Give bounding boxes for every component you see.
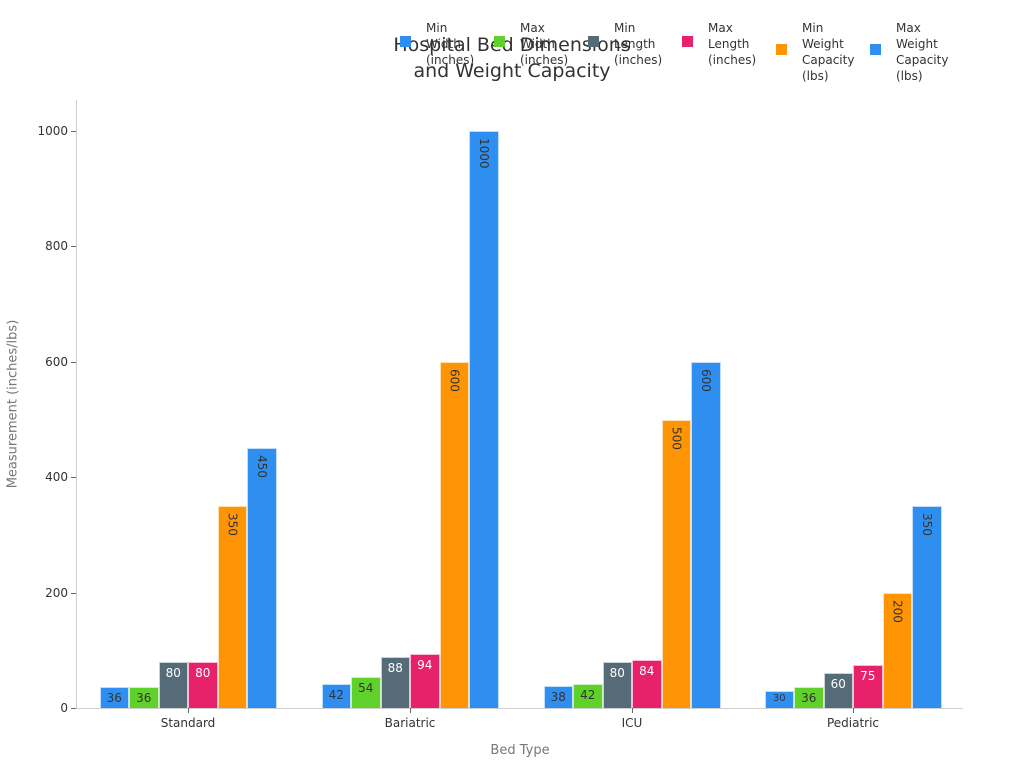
- x-axis-title: Bed Type: [490, 743, 550, 758]
- legend-swatch-icon: [776, 44, 787, 55]
- y-tick-mark: [71, 246, 76, 248]
- x-tick: Standard: [128, 708, 248, 730]
- bar[interactable]: 80: [602, 661, 632, 708]
- bar-value-label: 75: [860, 668, 876, 683]
- y-tick: 400: [0, 470, 76, 484]
- bar-value-label: 38: [550, 690, 566, 705]
- x-axis-line: [76, 708, 963, 709]
- x-tick-label: Standard: [160, 716, 216, 730]
- bar[interactable]: 500: [661, 419, 691, 708]
- bar-value-label: 42: [328, 687, 344, 702]
- bar-value-label: 36: [106, 691, 122, 706]
- x-tick-mark: [852, 708, 854, 713]
- bar-value-label: 42: [580, 687, 596, 702]
- bar[interactable]: 36: [129, 687, 159, 708]
- legend-swatch-icon: [400, 36, 411, 47]
- legend-label: Max Weight Capacity (lbs): [896, 21, 949, 83]
- y-axis-line: [76, 100, 77, 708]
- bar[interactable]: 200: [882, 592, 912, 708]
- chart-title-line-2: and Weight Capacity: [413, 60, 611, 82]
- bar-value-label: 600: [447, 368, 462, 392]
- x-tick-mark: [409, 708, 411, 713]
- bar-value-label: 1000: [476, 138, 491, 169]
- bar[interactable]: 42: [321, 683, 351, 708]
- x-tick: Pediatric: [793, 708, 913, 730]
- bar[interactable]: 450: [247, 448, 277, 708]
- bar-value-label: 80: [609, 665, 625, 680]
- bar[interactable]: 94: [410, 653, 440, 708]
- bar-value-label: 84: [639, 663, 655, 678]
- bar[interactable]: 600: [439, 361, 469, 708]
- x-tick-mark: [187, 708, 189, 713]
- y-tick-label: 800: [45, 239, 68, 254]
- bar[interactable]: 54: [351, 676, 381, 708]
- y-tick-label: 0: [60, 701, 68, 715]
- x-tick-label: ICU: [621, 716, 643, 730]
- bar[interactable]: 36: [99, 687, 129, 708]
- bar-value-label: 60: [830, 677, 846, 692]
- bar-value-label: 36: [136, 691, 152, 706]
- chart-title-line-1: Hospital Bed Dimensions: [393, 34, 631, 56]
- bar-value-label: 600: [698, 368, 713, 392]
- y-tick: 1000: [0, 124, 76, 138]
- x-tick: Bariatric: [350, 708, 470, 730]
- x-tick-mark: [631, 708, 633, 713]
- bar[interactable]: 600: [691, 361, 721, 708]
- legend-label: Min Width (inches): [426, 21, 475, 67]
- y-tick: 800: [0, 239, 76, 253]
- legend-swatch-icon: [588, 36, 599, 47]
- y-tick-label: 1000: [37, 124, 68, 138]
- y-tick: 200: [0, 586, 76, 600]
- y-tick-mark: [71, 131, 76, 132]
- bar[interactable]: 30: [764, 690, 794, 708]
- x-tick-label: Bariatric: [384, 716, 436, 730]
- bar[interactable]: 1000: [469, 131, 499, 708]
- chart-title: Hospital Bed Dimensions and Weight Capac…: [330, 32, 694, 84]
- x-tick-label: Pediatric: [826, 716, 880, 730]
- legend-label: Min Length (inches): [614, 21, 663, 67]
- bar[interactable]: 84: [632, 659, 662, 708]
- bar-value-label: 80: [165, 665, 181, 680]
- legend-swatch-icon: [870, 44, 881, 55]
- y-tick-mark: [71, 592, 76, 594]
- bar-value-label: 94: [417, 657, 433, 672]
- bar[interactable]: 38: [543, 686, 573, 708]
- bar-value-label: 88: [387, 661, 403, 676]
- y-tick-label: 600: [45, 354, 68, 369]
- y-tick-label: 200: [45, 585, 68, 600]
- bar-value-label: 350: [225, 513, 240, 536]
- y-tick-mark: [71, 361, 76, 363]
- legend-swatch-icon: [494, 36, 505, 47]
- bar[interactable]: 80: [158, 661, 188, 708]
- bar-value-label: 500: [669, 426, 684, 450]
- bar-value-label: 36: [801, 691, 817, 706]
- bar-value-label: 450: [254, 455, 269, 479]
- bar[interactable]: 36: [794, 687, 824, 708]
- bar-value-label: 350: [919, 513, 934, 536]
- bar[interactable]: 80: [188, 661, 218, 708]
- y-tick-label: 400: [45, 470, 68, 485]
- legend-label: Min Weight Capacity (lbs): [802, 21, 855, 83]
- bar[interactable]: 88: [380, 657, 410, 708]
- bar[interactable]: 350: [912, 506, 942, 708]
- legend-label: Max Width (inches): [520, 21, 569, 67]
- bar[interactable]: 60: [823, 673, 853, 708]
- bar-value-label: 30: [772, 693, 786, 705]
- bar[interactable]: 75: [853, 664, 883, 708]
- x-tick: ICU: [572, 708, 692, 730]
- bar[interactable]: 350: [217, 506, 247, 708]
- bar[interactable]: 42: [573, 683, 603, 708]
- y-tick: 0: [0, 701, 76, 715]
- y-tick: 600: [0, 355, 76, 369]
- bar-value-label: 200: [890, 599, 905, 623]
- y-tick-mark: [71, 708, 76, 709]
- y-tick-mark: [71, 477, 76, 479]
- legend-swatch-icon: [682, 36, 693, 47]
- y-axis-title: Measurement (inches/lbs): [5, 319, 21, 489]
- bar-value-label: 80: [195, 665, 211, 680]
- legend-label: Max Length (inches): [708, 21, 757, 67]
- bar-value-label: 54: [358, 680, 374, 695]
